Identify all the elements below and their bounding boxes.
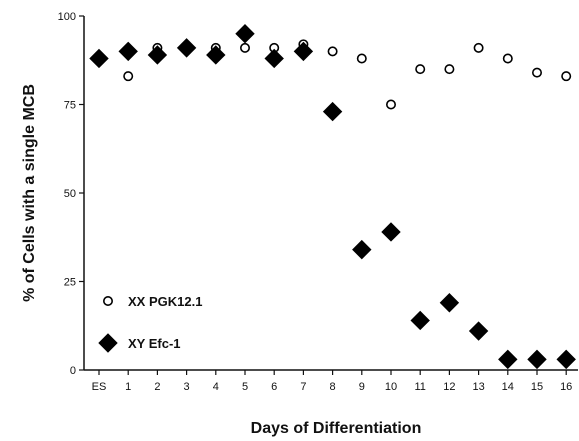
y-tick-label: 50 [64,188,76,200]
data-point-diamond [468,321,489,341]
x-tick-label: 1 [125,381,131,393]
x-tick-label: 9 [359,381,365,393]
x-tick-label: 14 [502,381,514,393]
data-point-diamond [410,310,430,331]
y-tick-label: 100 [58,11,76,23]
data-point-diamond [498,349,518,370]
x-tick-label: 15 [531,381,543,393]
legend-item: XX PGK12.1 [103,294,202,309]
x-tick-label: 4 [213,381,219,393]
data-point-circle [531,67,542,78]
data-point-diamond [176,38,197,58]
data-point-diamond [206,45,226,65]
x-tick-label: 8 [330,381,336,393]
plot-frame [83,16,578,371]
x-axis-ticks: ES 1 2 3 4 5 6 7 8 9 10 11 12 13 14 15 16 [92,370,572,393]
x-tick-label: 12 [443,381,455,393]
data-point-circle [561,71,572,82]
x-tick-label: 16 [560,381,572,393]
data-point-diamond [118,41,138,62]
data-point-diamond [147,45,168,65]
series-xx-pgk12-1 [94,39,572,110]
data-point-diamond [264,48,284,69]
data-marks [89,23,576,370]
y-tick-label: 75 [64,100,76,112]
data-point-circle [356,53,367,64]
data-point-diamond [439,293,460,313]
series-xy-efc-1 [89,23,576,370]
legend: XX PGK12.1 XY Efc-1 [98,294,202,353]
data-point-diamond [527,349,547,370]
data-point-diamond [352,239,372,260]
x-tick-label: 3 [184,381,190,393]
y-tick-label: 0 [70,365,76,377]
data-point-diamond [381,222,401,242]
x-tick-label: 13 [472,381,484,393]
x-tick-label: 11 [414,381,425,393]
data-point-diamond [235,23,255,44]
x-tick-label: 7 [300,381,306,393]
data-point-diamond [556,349,576,370]
x-tick-label: 2 [154,381,160,393]
x-tick-label: 6 [271,381,277,393]
data-point-diamond [322,101,343,122]
data-point-circle [415,64,426,75]
data-point-diamond [89,48,109,69]
data-point-diamond [293,41,314,62]
legend-diamond-marker [98,333,118,353]
legend-circle-marker [103,295,114,306]
legend-label: XY Efc-1 [128,336,181,351]
y-axis-ticks: 0 25 50 75 100 [58,11,84,377]
data-point-circle [240,42,251,53]
data-point-circle [385,99,396,110]
legend-item: XY Efc-1 [98,333,181,353]
x-tick-label: 10 [385,381,397,393]
data-point-circle [473,42,484,53]
data-point-circle [444,64,455,75]
x-axis-title: Days of Differentiation [251,420,422,437]
x-tick-label: ES [92,381,107,393]
y-tick-label: 25 [64,277,76,289]
data-point-circle [123,71,134,82]
y-axis-title: % of Cells with a single MCB [21,84,38,302]
data-point-circle [327,46,338,57]
legend-label: XX PGK12.1 [128,294,202,309]
x-tick-label: 5 [242,381,248,393]
data-point-circle [502,53,513,64]
